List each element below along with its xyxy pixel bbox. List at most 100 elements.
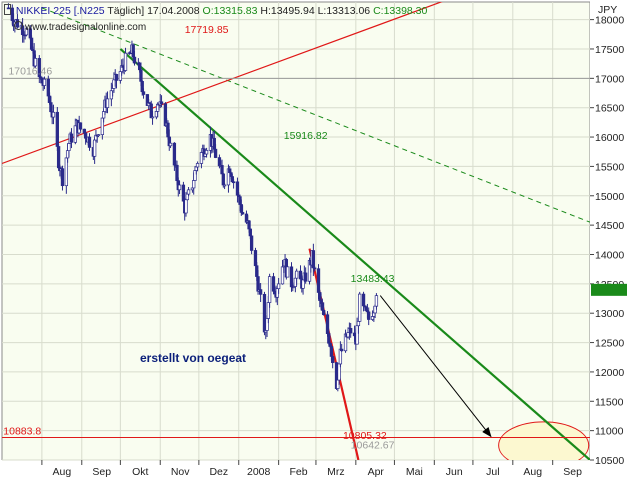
trend-line <box>41 7 590 223</box>
candle-body <box>55 111 59 147</box>
candle-body <box>87 136 92 148</box>
candle-body <box>213 148 218 158</box>
candle-body <box>24 28 29 36</box>
x-tick-label: Apr <box>368 466 385 478</box>
candle-body <box>322 310 326 316</box>
level-label: 10805.32 <box>343 430 387 442</box>
candle-body <box>316 268 321 293</box>
candle-body <box>267 276 272 303</box>
level-label: 10883.8 <box>3 425 41 437</box>
candle-body <box>311 250 316 269</box>
last-price-marker <box>591 283 627 296</box>
candle-body <box>327 333 331 344</box>
y-tick-label: 11000 <box>595 426 624 438</box>
candle-body <box>199 152 204 164</box>
candle-body <box>73 125 77 143</box>
x-tick-label: Feb <box>290 466 308 478</box>
candle-body <box>331 356 335 363</box>
header-low: L:13313.06 <box>317 5 371 17</box>
header-date: 17.04.2008 <box>147 5 200 17</box>
level-label: 17719.85 <box>185 24 229 36</box>
x-tick-label: Mai <box>406 466 423 478</box>
projection-arrow <box>379 295 492 438</box>
price-axis-panel <box>590 0 640 480</box>
candle-body <box>132 56 137 64</box>
candle-body <box>184 199 188 214</box>
candle-body <box>105 98 110 108</box>
candle-body <box>222 184 227 187</box>
level-label: 17016.46 <box>8 65 52 77</box>
candle-body <box>367 311 371 320</box>
header-icon <box>4 4 11 15</box>
x-tick-label: Nov <box>171 466 190 478</box>
y-tick-label: 17000 <box>595 73 624 85</box>
x-tick-label: Jun <box>446 466 463 478</box>
y-tick-label: 15500 <box>595 161 624 173</box>
candle-body <box>340 348 344 352</box>
header-open: O:13315.83 <box>202 5 258 17</box>
candle-body <box>150 116 155 119</box>
x-tick-label: Sep <box>563 466 582 478</box>
candle-body <box>195 163 200 168</box>
candle-body <box>6 7 11 10</box>
trend-line <box>2 2 443 165</box>
x-tick-label: Sep <box>92 466 111 478</box>
candle-body <box>192 180 196 189</box>
author-note: erstellt von oegeat <box>140 351 247 365</box>
chart-header: NIKKEI 225 [.N225 Täglich] 17.04.2008 O:… <box>4 4 427 17</box>
candle-body <box>123 52 128 71</box>
candle-body <box>294 270 299 279</box>
candle-body <box>177 184 182 191</box>
x-tick-label: Dez <box>209 466 228 478</box>
candle-body <box>139 69 143 82</box>
candle-body <box>240 212 245 215</box>
candle-body <box>276 283 281 290</box>
candle-body <box>374 295 379 307</box>
candle-body <box>231 181 236 184</box>
header-close: C:13398.30 <box>373 5 428 17</box>
candle-body <box>168 142 173 147</box>
y-tick-label: 13000 <box>595 308 624 320</box>
candle-body <box>67 143 71 151</box>
y-tick-label: 14000 <box>595 249 624 261</box>
candle-body <box>289 266 294 288</box>
candle-body <box>60 168 65 187</box>
plot-area <box>1 1 591 461</box>
watermark: www.tradesignalonline.com <box>14 21 146 33</box>
y-tick-label: 14500 <box>595 220 624 232</box>
x-tick-label: 2008 <box>247 466 271 478</box>
target-ellipse <box>498 421 590 460</box>
trend-line <box>119 48 590 460</box>
candle-body <box>361 293 366 307</box>
candle-body <box>42 78 47 86</box>
level-label: 13483.43 <box>351 273 395 285</box>
candle-body <box>33 58 38 67</box>
candle-body <box>159 101 164 105</box>
y-tick-label: 16000 <box>595 132 624 144</box>
candle-body <box>303 272 308 282</box>
candle-body <box>92 139 97 157</box>
candle-body <box>96 134 101 136</box>
y-tick-label: 12000 <box>595 367 624 379</box>
y-tick-label: 15000 <box>595 191 624 203</box>
candle-body <box>114 74 119 81</box>
candle-body <box>51 111 56 118</box>
header-symbol: NIKKEI 225 [.N225 <box>15 5 105 17</box>
y-tick-label: 18000 <box>595 15 624 27</box>
header-high: H:13495.94 <box>260 5 315 17</box>
candle-body <box>186 189 191 195</box>
candle-body <box>356 320 361 327</box>
plot-layer: 17719.85 15916.82 13483.43 10805.32 10883.8 1… <box>2 2 590 460</box>
candle-body <box>249 235 254 251</box>
candle-body <box>248 228 252 237</box>
candle-body <box>258 289 263 295</box>
x-tick-label: Mrz <box>327 466 345 478</box>
candle-body <box>220 165 224 175</box>
candle-body <box>247 220 251 230</box>
candle-body <box>358 293 362 322</box>
y-tick-label: 12500 <box>595 338 624 350</box>
x-tick-label: Aug <box>523 466 542 478</box>
x-tick-label: Jul <box>486 466 499 478</box>
